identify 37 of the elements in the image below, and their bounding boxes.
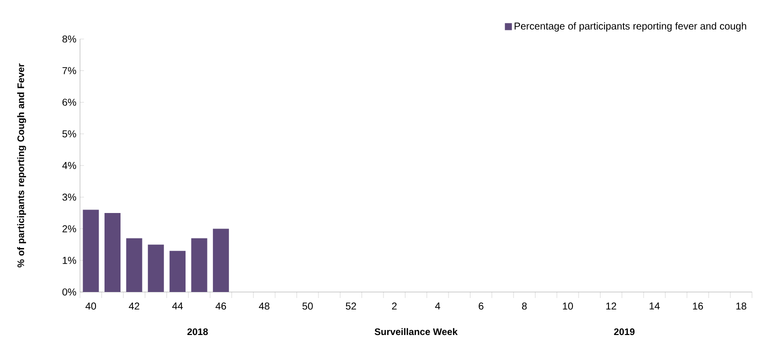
x-tick-label: 4: [435, 302, 440, 310]
x-tick-label: 48: [258, 302, 270, 310]
x-tick-label: 46: [216, 302, 226, 310]
x-tick-label: 52: [346, 302, 356, 310]
y-tick-label: 4%: [62, 162, 76, 170]
y-tick-label: 8%: [62, 35, 76, 43]
bar: [126, 238, 142, 292]
legend-label: Percentage of participants reporting fever and cough: [514, 22, 746, 32]
x-tick-label: 8: [522, 302, 527, 310]
y-axis-title: % of participants reporting Cough and Fever: [17, 64, 26, 268]
y-tick-label: 1%: [62, 256, 76, 264]
y-tick-label: 7%: [62, 67, 76, 74]
y-tick-label: 5%: [62, 130, 76, 138]
bar: [191, 238, 208, 292]
x-tick-label: 16: [693, 302, 703, 310]
x-tick-label: 50: [302, 302, 313, 310]
bar: [170, 250, 186, 292]
x-axis-title: Surveillance Week: [374, 328, 458, 336]
x-tick-label: 10: [562, 302, 573, 310]
bar: [104, 212, 121, 292]
y-tick-label: 0%: [62, 288, 76, 296]
y-tick-label: 6%: [62, 98, 76, 106]
x-tick-label: 40: [86, 302, 96, 310]
bar: [148, 244, 164, 292]
text: 2019: [614, 328, 635, 336]
x-tick-label: 14: [650, 302, 660, 310]
x-tick-label: 44: [172, 302, 183, 310]
text: 2018: [187, 328, 208, 336]
x-tick-label: 18: [736, 302, 746, 310]
y-tick-label: 3%: [62, 194, 76, 201]
x-tick-label: 2: [392, 302, 397, 310]
y-tick-label: 2%: [62, 225, 76, 232]
x-tick-label: 6: [478, 302, 484, 310]
x-tick-label: 42: [128, 302, 140, 310]
x-tick-label: 12: [606, 302, 616, 310]
bar: [82, 210, 99, 292]
bar: [212, 228, 229, 292]
